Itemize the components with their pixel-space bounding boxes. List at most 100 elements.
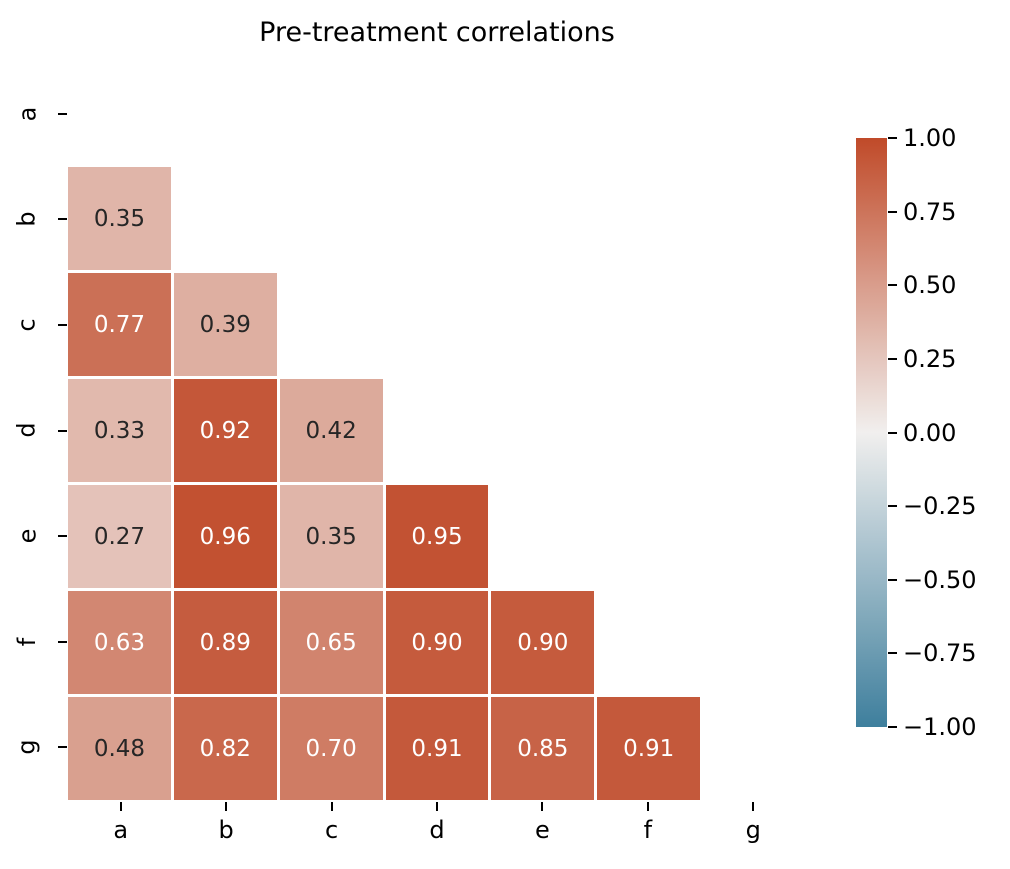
x-tick-e [541,802,544,811]
y-tick-label-c: c [12,318,41,332]
heatmap-cell-g-e: 0.85 [491,697,595,800]
heatmap-cell-masked [174,167,277,270]
colorbar-tick-1.00 [888,137,897,139]
heatmap-cell-masked [280,167,383,270]
x-tick-label-b: b [218,816,234,844]
x-tick-f [646,802,649,811]
colorbar-tick-−0.75 [888,652,897,655]
y-tick-f [58,640,67,643]
colorbar-tick-label-−0.25: −0.25 [903,492,977,521]
y-tick-label-f: f [12,637,41,646]
colorbar-tick-label-0.50: 0.50 [903,271,957,300]
x-tick-label-e: e [535,816,550,844]
colorbar-tick-−1.00 [888,726,897,728]
heatmap-cell-masked [491,273,594,376]
colorbar-tick-label-0.75: 0.75 [903,197,957,226]
heatmap-cell-e-b: 0.96 [173,485,277,588]
heatmap-cell-g-d: 0.91 [385,697,489,800]
heatmap-cell-masked [597,591,700,694]
heatmap-cell-masked [386,167,489,270]
heatmap-grid: 0.35 0.77 0.39 0.33 0.92 0.42 0.27 0.96 0.35 0.95… [68,61,806,800]
x-tick-d [436,802,438,811]
colorbar-tick-label-−0.50: −0.50 [903,565,977,594]
y-tick-e [58,535,67,538]
heatmap-cell-masked [597,167,700,270]
y-tick-label-g: g [12,739,41,755]
heatmap-cell-masked [174,61,277,164]
heatmap-cell-masked [386,379,489,482]
heatmap-cell-masked [703,273,806,376]
colorbar-tick-label-1.00: 1.00 [903,124,957,152]
heatmap-cell-masked [597,61,700,164]
heatmap-cell-d-c: 0.42 [279,379,383,482]
x-tick-a [119,802,122,811]
colorbar [856,138,887,727]
heatmap-cell-masked [491,485,594,588]
heatmap-cell-masked [280,273,383,376]
colorbar-tick-−0.25 [888,505,897,508]
heatmap-cell-masked [491,379,594,482]
heatmap-cell-masked [597,379,700,482]
heatmap-cell-e-a: 0.27 [68,485,171,588]
heatmap-cell-e-c: 0.35 [279,485,383,588]
heatmap-cell-f-d: 0.90 [385,591,489,694]
colorbar-tick-0.75 [888,210,897,213]
colorbar-tick-0.25 [888,357,897,360]
colorbar-tick-label-−0.75: −0.75 [903,639,977,668]
y-tick-b [58,218,67,221]
x-tick-label-f: f [643,816,653,844]
y-tick-label-b: b [12,211,41,227]
heatmap-cell-masked [491,167,594,270]
colorbar-tick-−0.50 [888,578,897,581]
heatmap-cell-masked [703,61,806,164]
x-tick-g [752,802,755,811]
heatmap-cell-masked [68,61,171,164]
colorbar-tick-label-0.25: 0.25 [903,344,957,373]
y-tick-label-e: e [12,528,41,544]
colorbar-tick-0.50 [888,284,897,287]
x-tick-b [225,802,228,811]
x-tick-label-c: c [324,816,339,844]
heatmap-cell-masked [703,379,806,482]
x-tick-label-g: g [745,816,761,844]
heatmap-cell-f-b: 0.89 [173,591,277,694]
heatmap-cell-masked [280,61,383,164]
heatmap-cell-f-c: 0.65 [279,591,383,694]
heatmap-cell-g-a: 0.48 [68,697,171,800]
heatmap-cell-d-b: 0.92 [173,379,277,482]
y-tick-label-a: a [13,106,41,122]
heatmap-cell-masked [597,273,700,376]
heatmap-cell-b-a: 0.35 [68,167,171,270]
heatmap-cell-g-c: 0.70 [279,697,383,800]
heatmap-cell-masked [386,273,489,376]
heatmap-cell-masked [491,61,594,164]
chart-title: Pre-treatment correlations [259,17,615,48]
heatmap-cell-e-d: 0.95 [385,485,489,588]
heatmap-cell-g-f: 0.91 [597,697,701,800]
colorbar-tick-label-−1.00: −1.00 [903,713,977,741]
heatmap-cell-f-e: 0.90 [491,591,595,694]
y-tick-a [58,112,67,115]
heatmap-cell-masked [703,591,806,694]
x-tick-c [330,802,333,811]
heatmap-cell-masked [703,697,806,800]
y-tick-g [58,746,67,749]
colorbar-tick-0.00 [888,431,897,434]
heatmap-cell-c-b: 0.39 [173,273,277,376]
x-tick-label-d: d [429,816,445,844]
y-tick-c [58,323,67,326]
y-tick-label-d: d [12,422,41,439]
heatmap-cell-d-a: 0.33 [68,379,171,482]
heatmap-cell-masked [386,61,489,164]
heatmap-cell-masked [703,167,806,270]
y-tick-d [58,429,67,432]
heatmap-cell-c-a: 0.77 [68,273,171,376]
heatmap-cell-g-b: 0.82 [173,697,277,800]
heatmap-cell-f-a: 0.63 [68,591,171,694]
heatmap-cell-masked [703,485,806,588]
colorbar-tick-label-0.00: 0.00 [903,418,957,447]
heatmap-cell-masked [597,485,700,588]
heatmap-plot: 0.35 0.77 0.39 0.33 0.92 0.42 0.27 0.96 0.35 0.95… [68,61,806,800]
x-tick-label-a: a [113,816,129,844]
